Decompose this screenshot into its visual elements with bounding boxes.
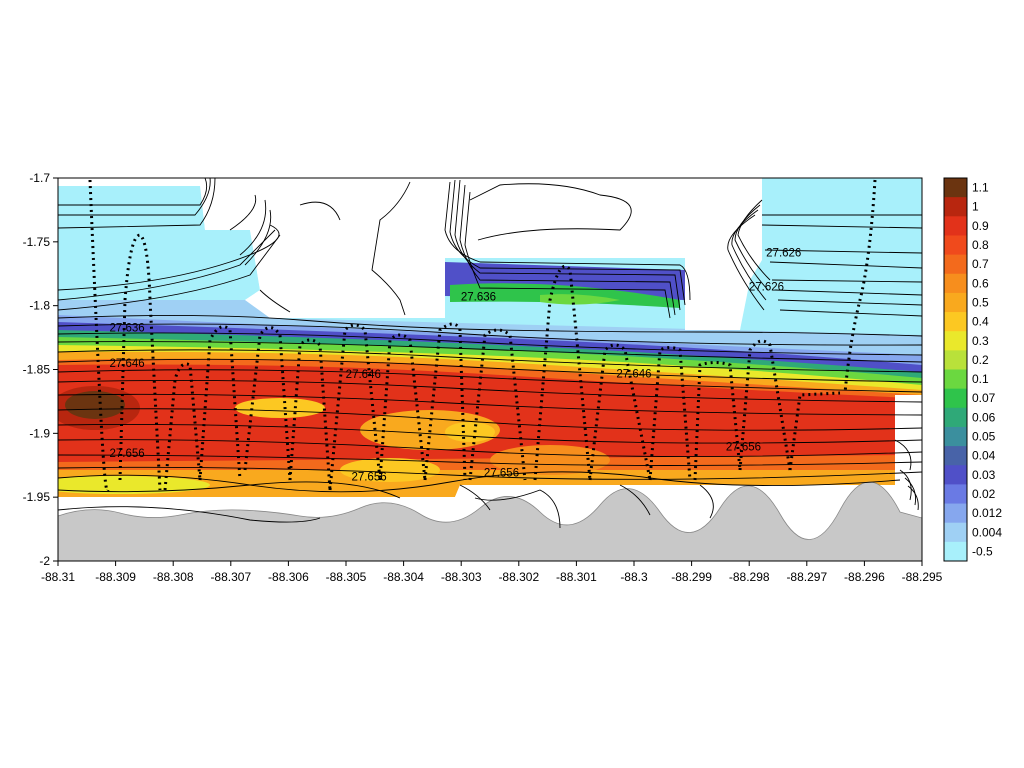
colorbar-swatch: [944, 541, 967, 562]
colorbar-label: 0.04: [972, 449, 996, 463]
contour-label: 27.656: [351, 472, 386, 484]
y-tick-label: -1.7: [29, 171, 50, 185]
colorbar-label: 1: [972, 200, 979, 214]
colorbar-swatch: [944, 407, 967, 428]
colorbar-swatch: [944, 331, 967, 351]
colorbar-swatch: [944, 216, 967, 236]
colorbar-swatch: [944, 312, 967, 332]
x-tick-label: -88.31: [41, 570, 75, 584]
colorbar-swatch: [944, 254, 967, 275]
x-tick-label: -88.295: [902, 570, 943, 584]
contour-label: 27.646: [616, 368, 651, 380]
x-tick-label: -88.306: [268, 570, 309, 584]
colorbar-label: 0.9: [972, 219, 989, 233]
y-tick-label: -1.85: [23, 363, 51, 377]
contour-label: 27.656: [726, 442, 761, 454]
colorbar-label: 0.6: [972, 276, 989, 290]
x-tick-label: -88.308: [153, 570, 194, 584]
colorbar-legend: 1.1 1 0.9 0.8 0.7 0.6 0.5 0.4 0.3 0.2 0.1 0.07 0.06 0…: [943, 177, 1002, 562]
colorbar-swatch: [944, 484, 967, 505]
colorbar-frame: [943, 177, 968, 562]
colorbar-swatch: [944, 369, 967, 390]
colorbar-swatch: [944, 522, 967, 543]
x-axis: -88.31 -88.309 -88.308 -88.307 -88.306 -88.30…: [41, 561, 943, 584]
cast-tracks: [88, 179, 877, 493]
x-tick-label: -88.307: [210, 570, 251, 584]
colorbar-label: 0.3: [972, 334, 989, 348]
colorbar-label: 0.7: [972, 257, 989, 271]
contour-label: 27.646: [110, 358, 145, 370]
y-tick-label: -1.75: [23, 235, 51, 249]
contour-label: 27.626: [766, 248, 801, 260]
contour-label: 27.656: [110, 448, 145, 460]
colorbar-label: 0.4: [972, 315, 989, 329]
colorbar-swatch: [944, 197, 967, 217]
contour-label: 27.656: [484, 467, 519, 479]
contour-label: 27.636: [110, 322, 145, 334]
contour-label: 27.646: [346, 369, 381, 381]
colorbar-swatch: [944, 273, 967, 294]
contour-lines: [58, 178, 922, 529]
colorbar-label: 0.2: [972, 353, 989, 367]
x-tick-label: -88.296: [844, 570, 885, 584]
colorbar-swatch: [944, 292, 967, 313]
x-tick-label: -88.305: [326, 570, 367, 584]
colorbar-swatch: [944, 426, 967, 447]
x-tick-label: -88.304: [383, 570, 424, 584]
x-tick-label: -88.301: [556, 570, 597, 584]
colorbar-label: 0.03: [972, 468, 996, 482]
colorbar-swatch: [944, 235, 967, 256]
y-tick-label: -1.8: [29, 299, 50, 313]
x-tick-label: -88.297: [786, 570, 827, 584]
colorbar-swatch: [944, 503, 967, 524]
colorbar-label: -0.5: [972, 544, 993, 558]
colorbar-label: 0.05: [972, 430, 996, 444]
colorbar-label: 0.02: [972, 487, 996, 501]
y-tick-label: -1.95: [23, 490, 51, 504]
colorbar-swatch: [944, 178, 967, 198]
x-tick-label: -88.303: [441, 570, 482, 584]
y-tick-label: -1.9: [29, 426, 50, 440]
y-tick-label: -2: [39, 554, 50, 568]
colorbar-swatch: [944, 446, 967, 466]
colorbar-swatch: [944, 388, 967, 409]
x-tick-label: -88.299: [671, 570, 712, 584]
colorbar-label: 0.5: [972, 295, 989, 309]
colorbar-label: 0.012: [972, 506, 1002, 520]
colorbar-label: 0.06: [972, 410, 996, 424]
x-tick-label: -88.309: [95, 570, 136, 584]
colorbar-label: 0.07: [972, 391, 996, 405]
colorbar-label: 1.1: [972, 181, 989, 195]
contour-label: 27.636: [461, 292, 496, 304]
colorbar-swatch: [944, 465, 967, 485]
contour-label: 27.626: [749, 282, 784, 294]
colorbar-label: 0.8: [972, 238, 989, 252]
colorbar-swatch: [944, 350, 967, 370]
y-axis: -1.7 -1.75 -1.8 -1.85 -1.9 -1.95 -2: [23, 171, 58, 568]
colorbar-label: 0.1: [972, 372, 989, 386]
contour-label-layer: 27.626 27.626 27.636 27.636 27.646 27.646 27.6…: [110, 248, 802, 484]
x-tick-label: -88.3: [620, 570, 648, 584]
colorbar-label: 0.004: [972, 525, 1002, 539]
x-tick-label: -88.302: [498, 570, 539, 584]
x-tick-label: -88.298: [729, 570, 770, 584]
